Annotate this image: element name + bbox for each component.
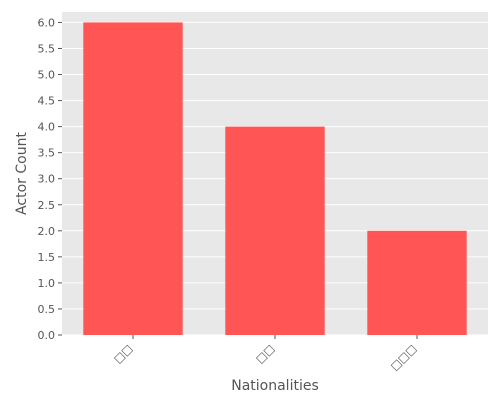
y-tick-label: 0.0 [38,329,56,342]
x-tick-label: □□ [253,342,277,366]
y-tick-label: 2.5 [38,199,56,212]
x-tick-label: □□□ [388,342,419,373]
x-tick-label: □□ [111,342,135,366]
bar [225,126,325,335]
y-tick-label: 5.5 [38,42,56,55]
y-axis-title: Actor Count [14,132,30,215]
y-tick-label: 0.5 [38,303,56,316]
y-tick-label: 3.5 [38,147,56,160]
y-tick-label: 4.5 [38,95,56,108]
y-tick-label: 4.0 [38,121,56,134]
y-tick-label: 3.0 [38,173,56,186]
y-tick-label: 1.0 [38,277,56,290]
x-axis-title: Nationalities [231,378,319,394]
y-tick-label: 5.0 [38,69,56,82]
y-tick-label: 1.5 [38,251,56,264]
x-axis-ticks: □□ □□ □□□ [111,335,419,373]
bar [367,230,467,335]
y-tick-label: 2.0 [38,225,56,238]
bar [83,22,183,336]
y-tick-label: 6.0 [38,16,56,29]
y-axis-ticks: 0.0 0.5 1.0 1.5 2.0 2.5 3.0 3.5 4.0 4.5 5.0 5.5 6.0 [38,16,62,342]
bars [83,22,467,336]
